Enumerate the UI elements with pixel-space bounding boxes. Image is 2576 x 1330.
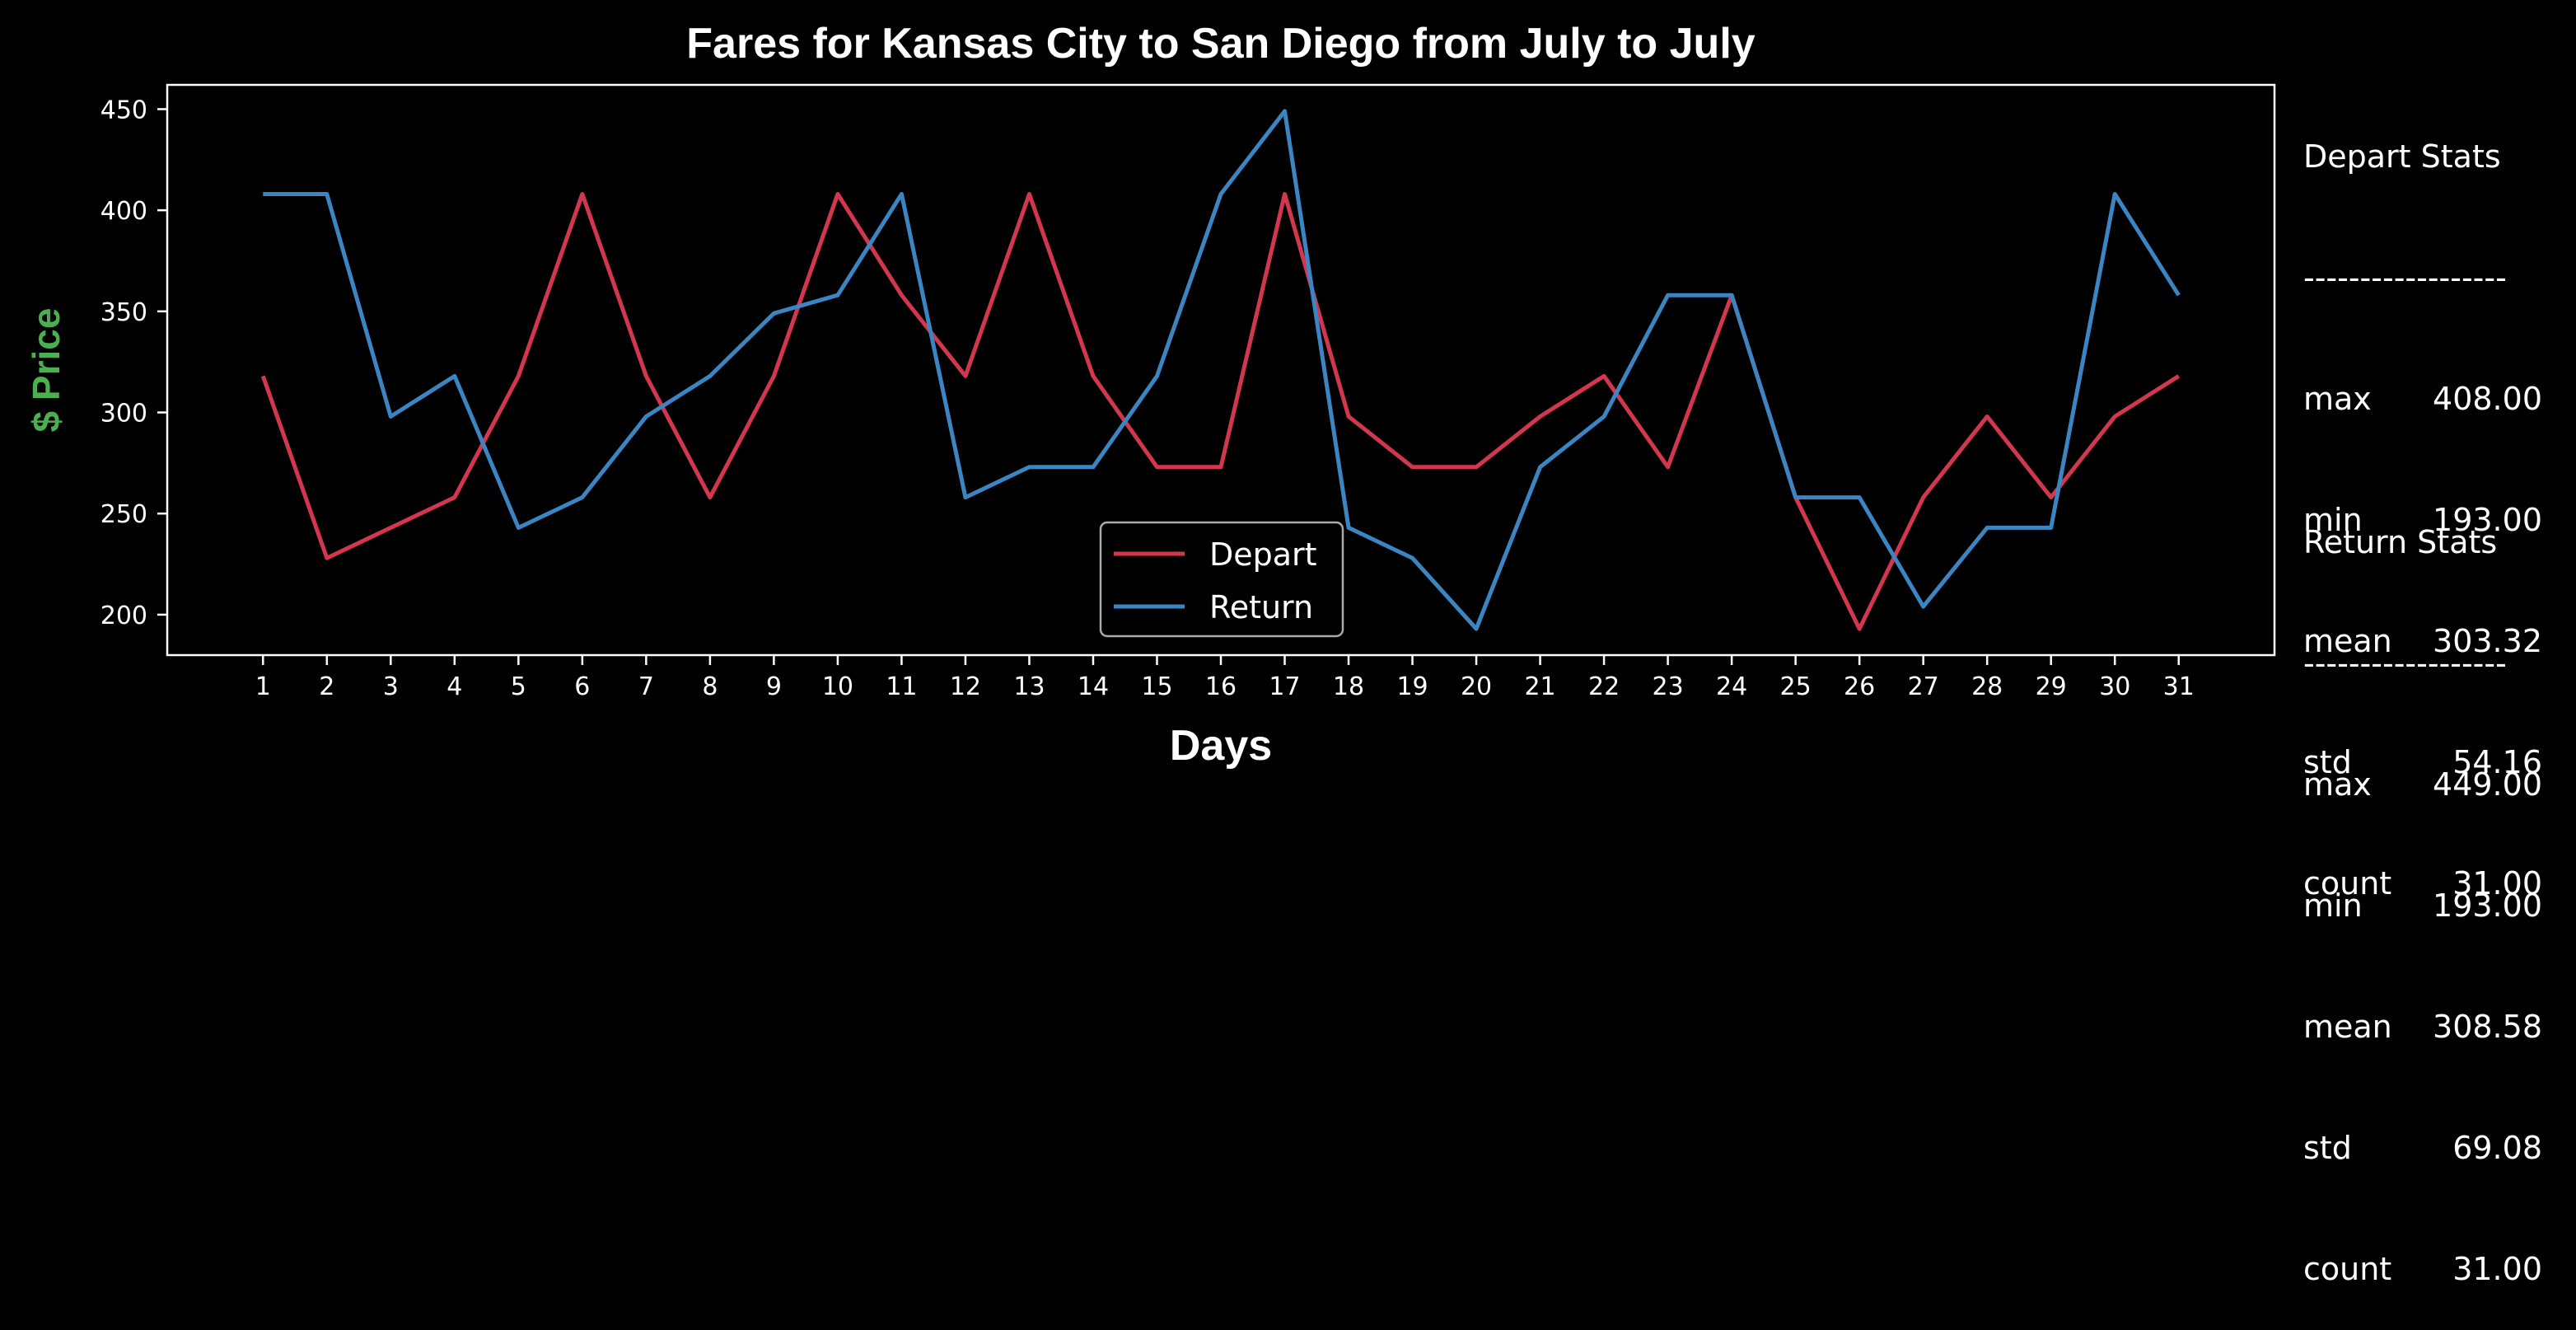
x-axis-label: Days bbox=[1170, 722, 1272, 770]
x-tick-label: 30 bbox=[2099, 672, 2130, 701]
stat-value: 303.32 bbox=[2433, 623, 2542, 659]
y-tick-label: 350 bbox=[101, 298, 147, 327]
x-tick-label: 24 bbox=[1716, 672, 1747, 701]
y-tick-label: 450 bbox=[101, 96, 147, 124]
y-axis-label: $ Price bbox=[25, 308, 68, 433]
series-line-depart bbox=[260, 192, 2181, 631]
x-tick-label: 14 bbox=[1078, 672, 1109, 701]
stat-name: max bbox=[2303, 766, 2372, 803]
return-stats-title: Return Stats bbox=[2303, 524, 2498, 560]
stat-name: max bbox=[2303, 381, 2372, 417]
stat-value: 193.00 bbox=[2433, 887, 2542, 924]
stat-value: 449.00 bbox=[2433, 766, 2542, 803]
x-tick-label: 20 bbox=[1461, 672, 1492, 701]
stat-value: 54.16 bbox=[2452, 744, 2542, 780]
legend-label-return: Return bbox=[1209, 589, 1313, 625]
x-tick-label: 18 bbox=[1333, 672, 1364, 701]
x-tick-label: 27 bbox=[1908, 672, 1939, 701]
stat-name: std bbox=[2303, 1130, 2352, 1166]
depart-stat-max: max 408.00 bbox=[2303, 379, 2567, 419]
y-axis: 200 250 300 350 400 450 bbox=[101, 96, 167, 630]
stat-value: 308.58 bbox=[2433, 1009, 2542, 1045]
x-tick-label: 11 bbox=[886, 672, 917, 701]
x-tick-label: 8 bbox=[702, 672, 718, 701]
stat-name: count bbox=[2303, 1251, 2392, 1287]
stat-name: mean bbox=[2303, 1009, 2392, 1045]
x-tick-label: 16 bbox=[1205, 672, 1237, 701]
x-tick-label: 13 bbox=[1013, 672, 1045, 701]
x-tick-label: 10 bbox=[822, 672, 853, 701]
return-stat-mean: mean 308.58 bbox=[2303, 1007, 2567, 1047]
x-tick-label: 2 bbox=[319, 672, 334, 701]
x-tick-label: 28 bbox=[1971, 672, 2003, 701]
x-tick-label: 1 bbox=[255, 672, 271, 701]
x-tick-label: 23 bbox=[1653, 672, 1684, 701]
x-tick-label: 29 bbox=[2036, 672, 2067, 701]
depart-stats-divider: ------------------ bbox=[2303, 260, 2507, 296]
series-group bbox=[260, 109, 2181, 631]
x-tick-label: 15 bbox=[1141, 672, 1172, 701]
return-stat-std: std 69.08 bbox=[2303, 1128, 2567, 1168]
y-tick-label: 250 bbox=[101, 500, 147, 529]
x-tick-label: 3 bbox=[383, 672, 399, 701]
series-line-return bbox=[263, 109, 2181, 631]
x-tick-label: 7 bbox=[638, 672, 654, 701]
stat-value: 69.08 bbox=[2452, 1130, 2542, 1166]
x-tick-label: 26 bbox=[1844, 672, 1875, 701]
x-tick-label: 25 bbox=[1780, 672, 1812, 701]
stat-name: mean bbox=[2303, 623, 2392, 659]
stat-value: 408.00 bbox=[2433, 381, 2542, 417]
y-tick-label: 300 bbox=[101, 400, 147, 429]
stat-name: min bbox=[2303, 887, 2363, 924]
x-tick-label: 17 bbox=[1269, 672, 1300, 701]
return-stats-panel: Return Stats ------------------ max 449.0… bbox=[2303, 442, 2567, 1330]
depart-stat-min: min 193.00 bbox=[2303, 500, 2567, 541]
return-stat-max: max 449.00 bbox=[2303, 765, 2567, 805]
fare-line-chart: Fares for Kansas City to San Diego from … bbox=[25, 20, 2276, 770]
stat-value: 193.00 bbox=[2433, 502, 2542, 538]
x-tick-label: 22 bbox=[1588, 672, 1620, 701]
return-stats-divider: ------------------ bbox=[2303, 645, 2507, 681]
depart-stat-mean: mean 303.32 bbox=[2303, 621, 2567, 662]
x-tick-label: 31 bbox=[2163, 672, 2195, 701]
x-tick-label: 5 bbox=[511, 672, 526, 701]
stat-name: std bbox=[2303, 744, 2352, 780]
x-tick-label: 6 bbox=[574, 672, 590, 701]
return-stat-count: count 31.00 bbox=[2303, 1249, 2567, 1290]
chart-title: Fares for Kansas City to San Diego from … bbox=[686, 20, 1755, 68]
depart-stat-std: std 54.16 bbox=[2303, 742, 2567, 783]
x-tick-label: 21 bbox=[1524, 672, 1555, 701]
return-stat-min: min 193.00 bbox=[2303, 886, 2567, 926]
x-tick-label: 9 bbox=[766, 672, 782, 701]
stat-name: min bbox=[2303, 502, 2363, 538]
x-tick-label: 12 bbox=[950, 672, 981, 701]
stat-value: 31.00 bbox=[2452, 1251, 2542, 1287]
x-axis: 1 2 3 4 5 6 7 8 9 10 11 12 13 14 15 16 17 18 19 20 21 22 23 24 2… bbox=[255, 655, 2195, 701]
y-tick-label: 200 bbox=[101, 602, 147, 630]
x-tick-label: 19 bbox=[1396, 672, 1428, 701]
x-tick-label: 4 bbox=[446, 672, 462, 701]
depart-stats-title: Depart Stats bbox=[2303, 138, 2501, 175]
legend-label-depart: Depart bbox=[1209, 536, 1317, 573]
y-tick-label: 400 bbox=[101, 197, 147, 226]
legend: Depart Return bbox=[1099, 521, 1344, 638]
